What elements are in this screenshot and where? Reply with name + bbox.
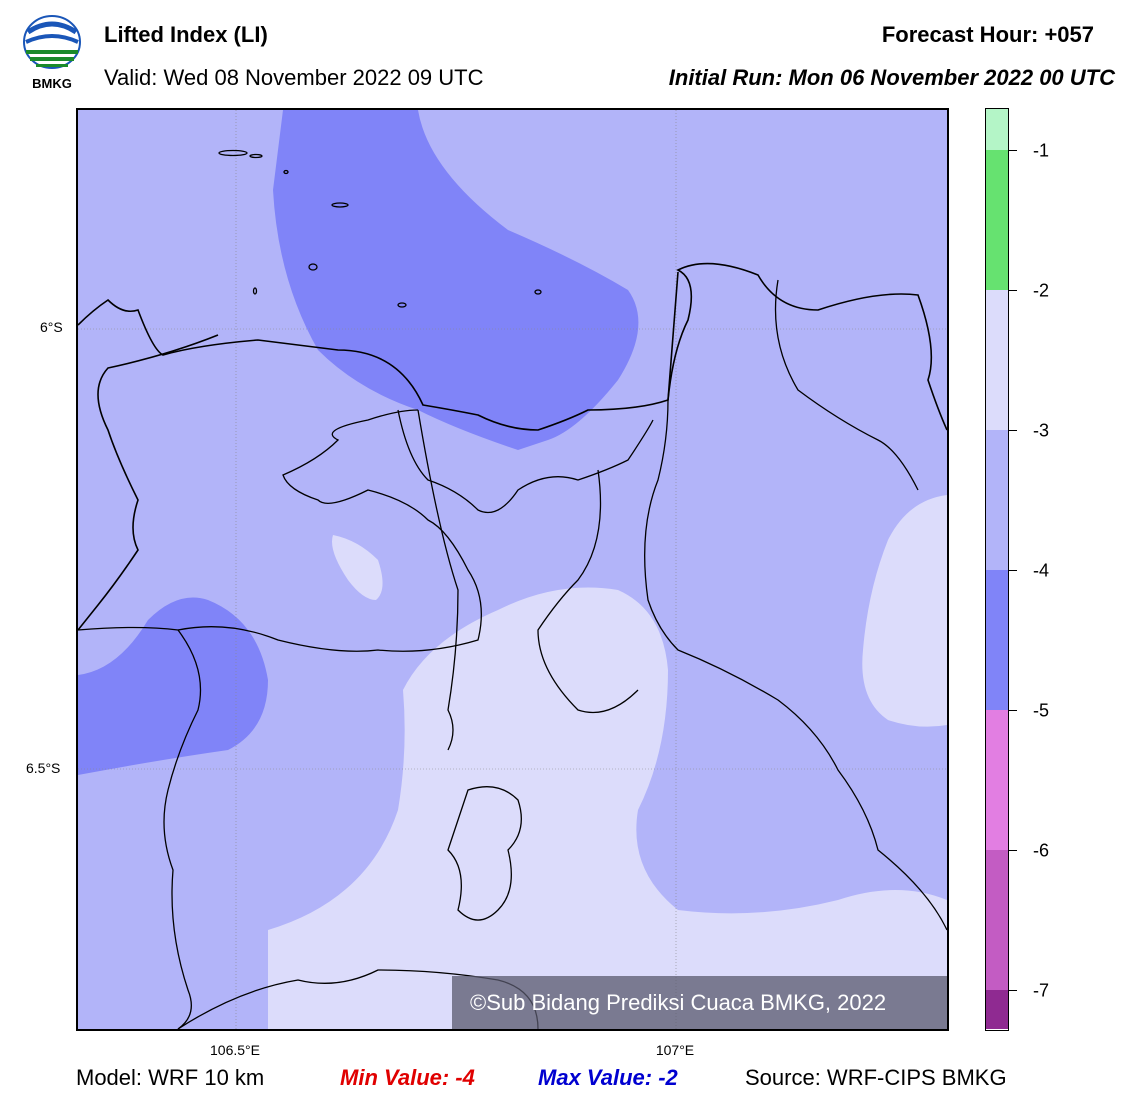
colorbar-seg-8 [986,990,1008,1029]
forecast-hour: Forecast Hour: +057 [881,22,1094,47]
coastline [78,262,947,631]
contour-low-north [273,110,639,450]
colorbar-label: -6 [1033,840,1050,861]
min-value: Min Value: -4 [340,1065,475,1090]
colorbar-label: -1 [1033,140,1050,161]
lat-label-65s: 6.5°S [26,760,61,776]
colorbar-tick [1009,150,1017,151]
colorbar-seg-3 [986,290,1008,430]
colorbar-seg-1 [986,109,1008,150]
colorbar-seg-5 [986,570,1008,710]
colorbar-tick [1009,290,1017,291]
colorbar-seg-7 [986,850,1008,990]
colorbar-tick [1009,430,1017,431]
logo-text: BMKG [32,76,72,91]
colorbar-seg-4 [986,430,1008,570]
colorbar-label: -4 [1033,560,1050,581]
initial-run: Initial Run: Mon 06 November 2022 00 UTC [668,65,1115,90]
lon-label-1065e: 106.5°E [210,1042,260,1058]
colorbar-seg-2 [986,150,1008,290]
admin-boundaries [78,279,947,1029]
model-label: Model: WRF 10 km [76,1065,265,1090]
map-svg [78,110,947,1029]
colorbar [985,108,1009,1031]
colorbar-tick [1009,850,1017,851]
page-title: Lifted Index (LI) [104,22,268,47]
lon-label-107e: 107°E [655,1042,695,1058]
colorbar-label: -7 [1033,980,1050,1001]
colorbar-label: -5 [1033,700,1050,721]
valid-time: Valid: Wed 08 November 2022 09 UTC [104,65,484,90]
colorbar-seg-6 [986,710,1008,850]
islands [218,149,542,308]
contour-low-west [78,597,268,775]
contour-high-central [268,587,947,1029]
colorbar-tick [1009,990,1017,991]
colorbar-tick [1009,710,1017,711]
bmkg-logo: BMKG [20,12,84,92]
colorbar-label: -3 [1033,420,1050,441]
colorbar-tick [1009,570,1017,571]
colorbar-label: -2 [1033,280,1050,301]
contour-high-spot [332,535,383,600]
source-label: Source: WRF-CIPS BMKG [745,1065,1007,1090]
lat-label-6s: 6°S [40,319,63,335]
contour-high-east [862,495,947,727]
max-value: Max Value: -2 [538,1065,678,1090]
lifted-index-map: ©Sub Bidang Prediksi Cuaca BMKG, 2022 [76,108,949,1031]
copyright-box: ©Sub Bidang Prediksi Cuaca BMKG, 2022 [452,976,947,1029]
